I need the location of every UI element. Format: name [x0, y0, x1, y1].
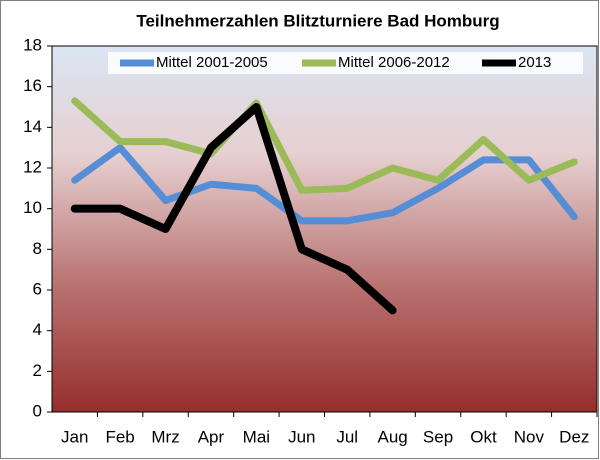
x-tick-label: Apr: [198, 427, 225, 446]
legend-label: 2013: [518, 54, 551, 71]
x-tick-label: Dez: [559, 427, 589, 446]
legend-label: Mittel 2006-2012: [338, 54, 450, 71]
y-tick-label: 2: [33, 361, 42, 380]
y-tick-label: 12: [23, 157, 42, 176]
x-tick-label: Nov: [514, 427, 545, 446]
legend-box: [108, 52, 583, 74]
x-tick-label: Feb: [105, 427, 134, 446]
y-tick-label: 18: [23, 35, 42, 54]
x-tick-label: Jul: [336, 427, 358, 446]
y-tick-label: 14: [23, 117, 42, 136]
plot-area: [51, 45, 598, 413]
series-line: [71, 144, 578, 225]
y-tick-label: 0: [33, 401, 42, 420]
x-tick-label: Aug: [378, 427, 408, 446]
x-tick-label: Mrz: [151, 427, 179, 446]
y-tick-label: 6: [33, 279, 42, 298]
x-tick-label: Mai: [243, 427, 270, 446]
chart-title: Teilnehmerzahlen Blitzturniere Bad Hombu…: [136, 11, 499, 30]
x-tick-label: Jan: [61, 427, 88, 446]
legend-label: Mittel 2001-2005: [156, 54, 268, 71]
x-tick-label: Okt: [470, 427, 497, 446]
series-line: [70, 103, 397, 315]
y-tick-label: 10: [23, 198, 42, 217]
x-tick-label: Sep: [423, 427, 453, 446]
x-tick-label: Jun: [288, 427, 315, 446]
series-line: [71, 97, 578, 194]
y-tick-label: 16: [23, 76, 42, 95]
y-tick-label: 4: [33, 320, 42, 339]
y-tick-label: 8: [33, 239, 42, 258]
